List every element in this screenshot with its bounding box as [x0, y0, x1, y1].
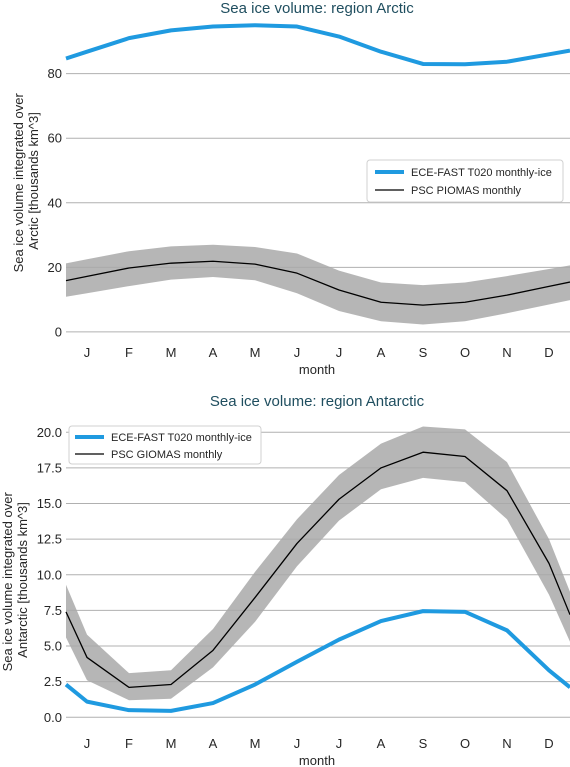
antarctic-series-line-model [64, 609, 570, 713]
antarctic-x-tick-label: D [544, 736, 553, 751]
antarctic-x-tick-label: J [84, 736, 91, 751]
antarctic-chart-title: Sea ice volume: region Antarctic [210, 393, 425, 410]
arctic-x-tick-label: J [84, 345, 91, 360]
arctic-x-tick-label: F [125, 345, 133, 360]
arctic-series-lines [65, 23, 570, 306]
arctic-x-tick-label: O [460, 345, 470, 360]
arctic-legend-label-model: ECE-FAST T020 monthly-ice [411, 167, 552, 179]
antarctic-y-tick-labels: 0.0 2.5 5.0 7.5 10.0 12.5 15.0 17.5 20.0 [37, 425, 62, 725]
antarctic-spread-band-area [66, 426, 570, 701]
arctic-x-tick-label: N [502, 345, 511, 360]
antarctic-x-tick-label: J [336, 736, 343, 751]
antarctic-y-axis-label: Sea ice volume integrated over Antarctic… [0, 489, 30, 672]
arctic-spread-band-area [66, 244, 570, 325]
arctic-x-tick-label: A [377, 345, 386, 360]
antarctic-y-tick-label: 20.0 [37, 425, 62, 440]
antarctic-x-tick-label: M [166, 736, 177, 751]
arctic-y-axis-label-line-2: Arctic [thousands km^3] [26, 112, 41, 250]
arctic-x-axis-label: month [299, 362, 335, 377]
antarctic-y-axis-label-line-1: Sea ice volume integrated over [0, 492, 15, 672]
arctic-x-tick-label: J [336, 345, 343, 360]
arctic-legend: ECE-FAST T020 monthly-ice PSC PIOMAS mon… [366, 159, 564, 203]
arctic-x-tick-label: A [209, 345, 218, 360]
antarctic-y-tick-label: 15.0 [37, 496, 62, 511]
antarctic-y-tick-label: 2.5 [44, 674, 62, 689]
arctic-spread-band [66, 244, 570, 325]
antarctic-legend-label-model: ECE-FAST T020 monthly-ice [111, 432, 252, 444]
arctic-legend-box [366, 159, 564, 203]
arctic-y-tick-label: 80 [48, 66, 62, 81]
antarctic-series-line-observed [65, 451, 570, 689]
arctic-x-tick-label: M [166, 345, 177, 360]
antarctic-y-tick-label: 7.5 [44, 603, 62, 618]
antarctic-y-tick-label: 17.5 [37, 460, 62, 475]
arctic-x-tick-label: D [544, 345, 553, 360]
antarctic-x-axis-label: month [299, 753, 335, 767]
antarctic-x-tick-label: A [377, 736, 386, 751]
arctic-series-line-observed [65, 260, 570, 306]
antarctic-x-tick-label: A [209, 736, 218, 751]
antarctic-x-tick-label: J [294, 736, 301, 751]
arctic-y-axis-label-line-1: Sea ice volume integrated over [11, 93, 26, 273]
antarctic-series-lines [64, 451, 570, 713]
antarctic-y-tick-label: 10.0 [37, 567, 62, 582]
arctic-y-tick-label: 40 [48, 195, 62, 210]
antarctic-legend-label-obs: PSC GIOMAS monthly [111, 449, 223, 461]
arctic-x-tick-label: M [250, 345, 261, 360]
antarctic-panel: Sea ice volume: region Antarctic 0.0 2.5 5… [0, 393, 570, 767]
arctic-x-tick-label: S [419, 345, 428, 360]
arctic-panel: Sea ice volume: region Arctic 020406080 … [11, 0, 570, 377]
antarctic-y-tick-label: 5.0 [44, 639, 62, 654]
antarctic-x-tick-label: N [502, 736, 511, 751]
arctic-y-tick-label: 20 [48, 260, 62, 275]
antarctic-y-tick-label: 0.0 [44, 710, 62, 725]
arctic-series-line-model [65, 23, 570, 67]
arctic-y-axis-label: Sea ice volume integrated over Arctic [t… [11, 90, 41, 273]
antarctic-x-tick-label: S [419, 736, 428, 751]
arctic-chart-title: Sea ice volume: region Arctic [220, 0, 414, 17]
arctic-y-tick-labels: 0 20 40 60 80 [48, 66, 62, 339]
arctic-y-tick-label: 60 [48, 131, 62, 146]
antarctic-y-axis-label-line-2: Antarctic [thousands km^3] [15, 502, 30, 658]
arctic-legend-label-obs: PSC PIOMAS monthly [411, 185, 522, 197]
antarctic-legend: ECE-FAST T020 monthly-ice PSC GIOMAS mon… [68, 425, 262, 465]
antarctic-legend-box [68, 425, 262, 465]
arctic-x-tick-label: J [294, 345, 301, 360]
antarctic-spread-band [66, 426, 570, 701]
antarctic-y-tick-label: 12.5 [37, 532, 62, 547]
antarctic-x-tick-label: F [125, 736, 133, 751]
antarctic-x-tick-label: M [250, 736, 261, 751]
antarctic-x-tick-label: O [460, 736, 470, 751]
arctic-y-tick-label: 0 [55, 324, 62, 339]
